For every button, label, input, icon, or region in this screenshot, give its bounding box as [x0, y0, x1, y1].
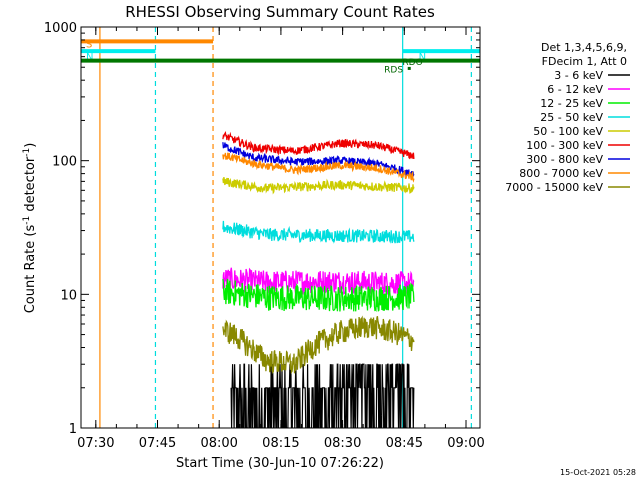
y-tick-label: 100	[52, 155, 77, 170]
x-axis-label: Start Time (30-Jun-10 07:26:22)	[176, 456, 384, 471]
y-axis-label-mid: detector	[23, 156, 38, 216]
y-axis-label-end: )	[23, 143, 38, 148]
series-3to6keV	[230, 363, 415, 428]
series-800to7000keV	[222, 152, 415, 183]
series-layer	[222, 130, 415, 428]
y-tick-label: 1	[69, 422, 77, 437]
series-100to300keV	[222, 130, 415, 160]
legend-entry-label: 12 - 25 keV	[540, 97, 603, 110]
legend-entry-label: 800 - 7000 keV	[519, 167, 603, 180]
annotation-marker	[407, 66, 411, 70]
vertical-markers	[99, 27, 472, 428]
state-bar-label-2: N	[419, 52, 426, 63]
series-line	[222, 267, 415, 297]
x-tick-label: 08:30	[324, 436, 361, 451]
y-axis-label-main: Count Rate (s	[23, 225, 38, 314]
y-axis: 1 10 100 1000	[44, 21, 480, 437]
annotation-label: RDS	[384, 65, 403, 75]
legend-entry: 300 - 800 keV	[526, 153, 630, 166]
legend-entry-label: 25 - 50 keV	[540, 111, 603, 124]
series-50to100keV	[222, 177, 415, 195]
series-line	[222, 177, 415, 195]
legend-entry-label: 50 - 100 keV	[533, 125, 603, 138]
state-bars: SN N	[81, 39, 480, 63]
y-tick-label: 10	[60, 288, 77, 303]
state-bar-label-0: S	[86, 39, 92, 50]
x-axis: 07:30 07:45 08:00 08:15 08:30 08:45 09:00	[77, 27, 485, 451]
legend-entry: 7000 - 15000 keV	[505, 181, 630, 194]
legend-entry: 6 - 12 keV	[547, 83, 630, 96]
legend-entry: 50 - 100 keV	[533, 125, 630, 138]
series-12to25keV	[222, 278, 415, 313]
x-tick-label: 08:45	[386, 436, 423, 451]
x-tick-label: 08:15	[262, 436, 299, 451]
legend-header-line-1: Det 1,3,4,5,6,9,	[541, 41, 627, 54]
y-axis-label: Count Rate (s-1 detector-1)	[22, 143, 38, 314]
annotation-label: RDO	[402, 58, 422, 68]
legend-entry: 12 - 25 keV	[540, 97, 630, 110]
series-line	[222, 220, 415, 244]
legend-entry: 800 - 7000 keV	[519, 167, 630, 180]
series-6to12keV	[222, 267, 415, 297]
series-line	[222, 152, 415, 183]
legend-entry: 3 - 6 keV	[554, 69, 630, 82]
legend-entry-label: 300 - 800 keV	[526, 153, 603, 166]
legend-entry-label: 100 - 300 keV	[526, 139, 603, 152]
legend-entry: 100 - 300 keV	[526, 139, 630, 152]
legend-entry-label: 3 - 6 keV	[554, 69, 603, 82]
y-axis-label-sup2: -1	[22, 148, 32, 157]
legend-entry: 25 - 50 keV	[540, 111, 630, 124]
x-tick-label: 09:00	[447, 436, 484, 451]
timestamp: 15-Oct-2021 05:28	[560, 468, 636, 477]
series-300to800keV	[222, 142, 415, 178]
series-7000to15000keV	[222, 315, 415, 375]
y-axis-label-sup1: -1	[22, 216, 32, 225]
legend-header-line-2: FDecim 1, Att 0	[542, 55, 627, 68]
legend: Det 1,3,4,5,6,9, FDecim 1, Att 0 3 - 6 k…	[505, 41, 630, 194]
x-tick-label: 07:30	[77, 436, 114, 451]
chart-title: RHESSI Observing Summary Count Rates	[125, 3, 435, 21]
x-tick-label: 07:45	[139, 436, 176, 451]
legend-entry-label: 7000 - 15000 keV	[505, 181, 603, 194]
state-bar-label-1: N	[86, 52, 93, 63]
y-tick-label: 1000	[44, 21, 77, 36]
series-line	[222, 142, 415, 178]
series-line	[230, 363, 415, 428]
legend-entry-label: 6 - 12 keV	[547, 83, 603, 96]
x-tick-label: 08:00	[200, 436, 237, 451]
series-25to50keV	[222, 220, 415, 244]
series-line	[222, 278, 415, 313]
series-line	[222, 130, 415, 160]
series-line	[222, 315, 415, 375]
